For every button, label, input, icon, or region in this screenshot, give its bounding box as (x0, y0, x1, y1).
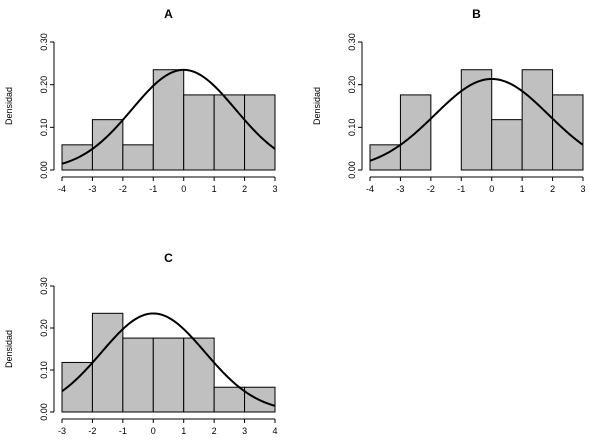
panel-c: -3 -2 -1 0 1 2 3 4 0.00 0.10 0.20 0.30 Densidad C (4, 251, 278, 436)
x-tick-label-b-1: -3 (396, 184, 404, 194)
x-tick-label-a-7: 3 (272, 184, 277, 194)
panel-title-a: A (164, 7, 173, 21)
bar-b-3 (460, 69, 493, 171)
x-tick-label-c-2: -1 (119, 426, 127, 436)
y-axis-title-a: Densidad (4, 87, 14, 125)
x-tick-label-a-1: -3 (88, 184, 96, 194)
x-tick-label-c-7: 4 (272, 426, 277, 436)
x-tick-label-c-6: 3 (242, 426, 247, 436)
x-tick-label-a-6: 2 (242, 184, 247, 194)
y-tick-label-c-1: 0.10 (39, 361, 49, 379)
y-tick-label-b-1: 0.10 (347, 119, 357, 137)
panel-title-c: C (164, 251, 173, 265)
bar-b-5 (521, 69, 554, 171)
x-tick-label-c-0: -3 (58, 426, 66, 436)
density-curve-c (61, 312, 276, 407)
x-tick-label-a-5: 1 (212, 184, 217, 194)
y-tick-label-a-2: 0.20 (39, 76, 49, 94)
x-tick-label-a-2: -2 (119, 184, 127, 194)
bar-a-2 (122, 144, 154, 171)
bar-a-5 (213, 94, 246, 171)
density-curve-a (61, 68, 276, 165)
x-tick-label-b-7: 3 (580, 184, 585, 194)
x-tick-label-a-0: -4 (58, 184, 66, 194)
x-tick-label-b-0: -4 (366, 184, 374, 194)
y-tick-label-b-0: 0.00 (347, 161, 357, 179)
y-tick-label-a-1: 0.10 (39, 119, 49, 137)
bar-c-5 (213, 386, 246, 413)
y-axis-title-c: Densidad (4, 330, 14, 368)
bar-c-2 (122, 337, 154, 413)
y-tick-label-c-3: 0.30 (39, 277, 49, 295)
x-tick-label-b-2: -2 (427, 184, 435, 194)
bar-a-3 (152, 69, 185, 171)
y-tick-label-b-3: 0.30 (347, 33, 357, 51)
bar-b-4 (491, 119, 523, 171)
bar-a-4 (183, 94, 215, 171)
x-tick-label-c-1: -2 (88, 426, 96, 436)
y-axis-title-b: Densidad (312, 87, 322, 125)
y-tick-label-c-2: 0.20 (39, 319, 49, 337)
density-curve-b (369, 77, 584, 162)
x-tick-label-a-3: -1 (149, 184, 157, 194)
bar-a-6 (244, 94, 276, 171)
bar-c-1 (91, 312, 124, 413)
x-tick-label-b-4: 0 (489, 184, 494, 194)
x-tick-label-c-3: 0 (151, 426, 156, 436)
panel-title-b: B (472, 7, 481, 21)
bar-c-4 (183, 337, 215, 413)
x-tick-label-c-4: 1 (181, 426, 186, 436)
panel-b: -4 -3 -2 -1 0 1 2 3 0.00 0.10 0.20 0.30 Densidad B (312, 7, 586, 194)
x-tick-label-a-4: 0 (181, 184, 186, 194)
y-tick-label-a-0: 0.00 (39, 161, 49, 179)
y-tick-label-b-2: 0.20 (347, 76, 357, 94)
x-tick-label-b-3: -1 (457, 184, 465, 194)
bar-c-3 (152, 337, 185, 413)
x-tick-label-b-6: 2 (550, 184, 555, 194)
x-tick-label-b-5: 1 (520, 184, 525, 194)
y-tick-label-c-0: 0.00 (39, 403, 49, 421)
x-tick-label-c-5: 2 (212, 426, 217, 436)
panel-a: -4 -3 -2 -1 0 1 2 3 0.00 0.10 0.20 0.30 Densidad A (4, 7, 278, 194)
y-tick-label-a-3: 0.30 (39, 33, 49, 51)
